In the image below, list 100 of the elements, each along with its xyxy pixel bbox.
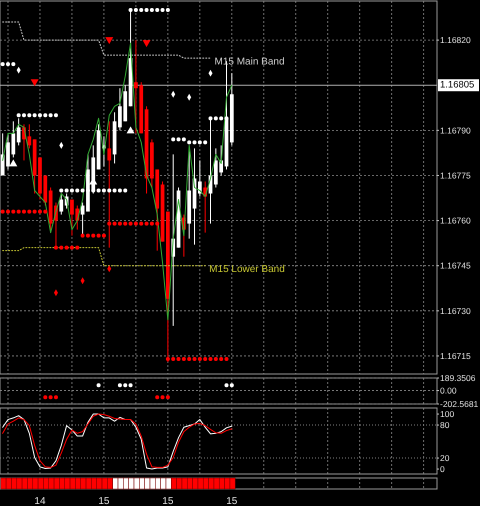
point <box>166 356 170 361</box>
point <box>48 113 53 118</box>
point <box>123 188 128 193</box>
point <box>139 222 144 226</box>
y-tick-label: 0 <box>440 464 445 474</box>
point <box>160 8 165 12</box>
point <box>9 159 18 166</box>
point <box>102 234 106 238</box>
point <box>171 356 176 361</box>
point <box>27 113 32 118</box>
point <box>70 188 74 193</box>
point <box>187 140 192 144</box>
point <box>155 222 160 226</box>
point <box>214 356 218 361</box>
point <box>208 356 213 361</box>
y-tick-label: 1.16790 <box>440 125 471 136</box>
point <box>75 188 80 193</box>
y-tick-label: 0.00 <box>440 386 457 396</box>
point <box>43 210 48 214</box>
point <box>134 222 138 226</box>
y-tick-label: 1.16730 <box>440 306 471 316</box>
point <box>27 210 32 214</box>
point <box>70 246 74 250</box>
y-tick-label: 20 <box>440 453 450 464</box>
point <box>91 234 96 238</box>
point <box>166 8 170 12</box>
candlestick <box>59 193 64 216</box>
point <box>80 188 85 193</box>
point <box>6 210 10 214</box>
point <box>214 116 218 120</box>
point <box>16 113 21 118</box>
point <box>6 62 10 66</box>
point <box>182 137 186 142</box>
point <box>134 8 138 12</box>
point <box>176 137 181 142</box>
point <box>192 140 197 144</box>
point <box>54 113 58 118</box>
point <box>59 246 64 250</box>
point <box>192 356 197 361</box>
point <box>16 210 21 214</box>
point <box>0 62 5 66</box>
point <box>11 210 16 214</box>
point <box>59 188 64 193</box>
point <box>208 116 213 120</box>
point <box>203 140 208 144</box>
y-tick-label: 1.16820 <box>440 35 471 46</box>
point <box>198 356 202 361</box>
point <box>102 188 106 193</box>
x-tick-label: 15 <box>226 496 238 506</box>
point <box>38 210 42 214</box>
y-tick-label: 100 <box>440 409 454 420</box>
series-label: M15 Main Band <box>214 56 285 68</box>
point <box>224 356 228 361</box>
point <box>43 113 48 118</box>
ref-line-label: 1.16805 <box>440 80 474 91</box>
point <box>139 8 144 12</box>
y-tick-label: 189.3506 <box>440 373 476 383</box>
point <box>22 210 26 214</box>
point <box>144 222 149 226</box>
x-tick-label: 14 <box>34 496 46 506</box>
point <box>126 126 135 134</box>
point <box>11 62 16 66</box>
point <box>128 8 133 12</box>
y-tick-label: 80 <box>440 420 450 430</box>
x-tick-label: 15 <box>98 496 110 506</box>
point <box>38 113 42 118</box>
point <box>54 246 58 250</box>
point <box>107 222 112 226</box>
point <box>118 188 122 193</box>
point <box>219 116 224 120</box>
series-label: M15 Lower Band <box>209 264 285 276</box>
y-tick-label: 1.16715 <box>440 350 471 361</box>
point <box>224 116 228 120</box>
candlestick <box>16 118 21 146</box>
point <box>198 140 202 144</box>
point <box>0 210 5 214</box>
point <box>75 246 80 250</box>
point <box>80 234 85 238</box>
point <box>155 8 160 12</box>
point <box>182 356 186 361</box>
point <box>64 188 69 193</box>
point <box>30 79 39 86</box>
point <box>150 222 154 226</box>
point <box>107 188 112 193</box>
point <box>96 188 101 193</box>
y-tick-label: 1.16760 <box>440 216 471 226</box>
point <box>187 356 192 361</box>
point <box>64 246 69 250</box>
point <box>86 234 90 238</box>
point <box>219 356 224 361</box>
point <box>112 188 117 193</box>
point <box>203 356 208 361</box>
point <box>171 137 176 142</box>
y-tick-label: 1.16775 <box>440 170 471 180</box>
point <box>105 37 114 44</box>
point <box>32 113 37 118</box>
point <box>150 8 154 12</box>
point <box>142 40 151 48</box>
point <box>22 113 26 118</box>
line-series <box>2 22 212 59</box>
